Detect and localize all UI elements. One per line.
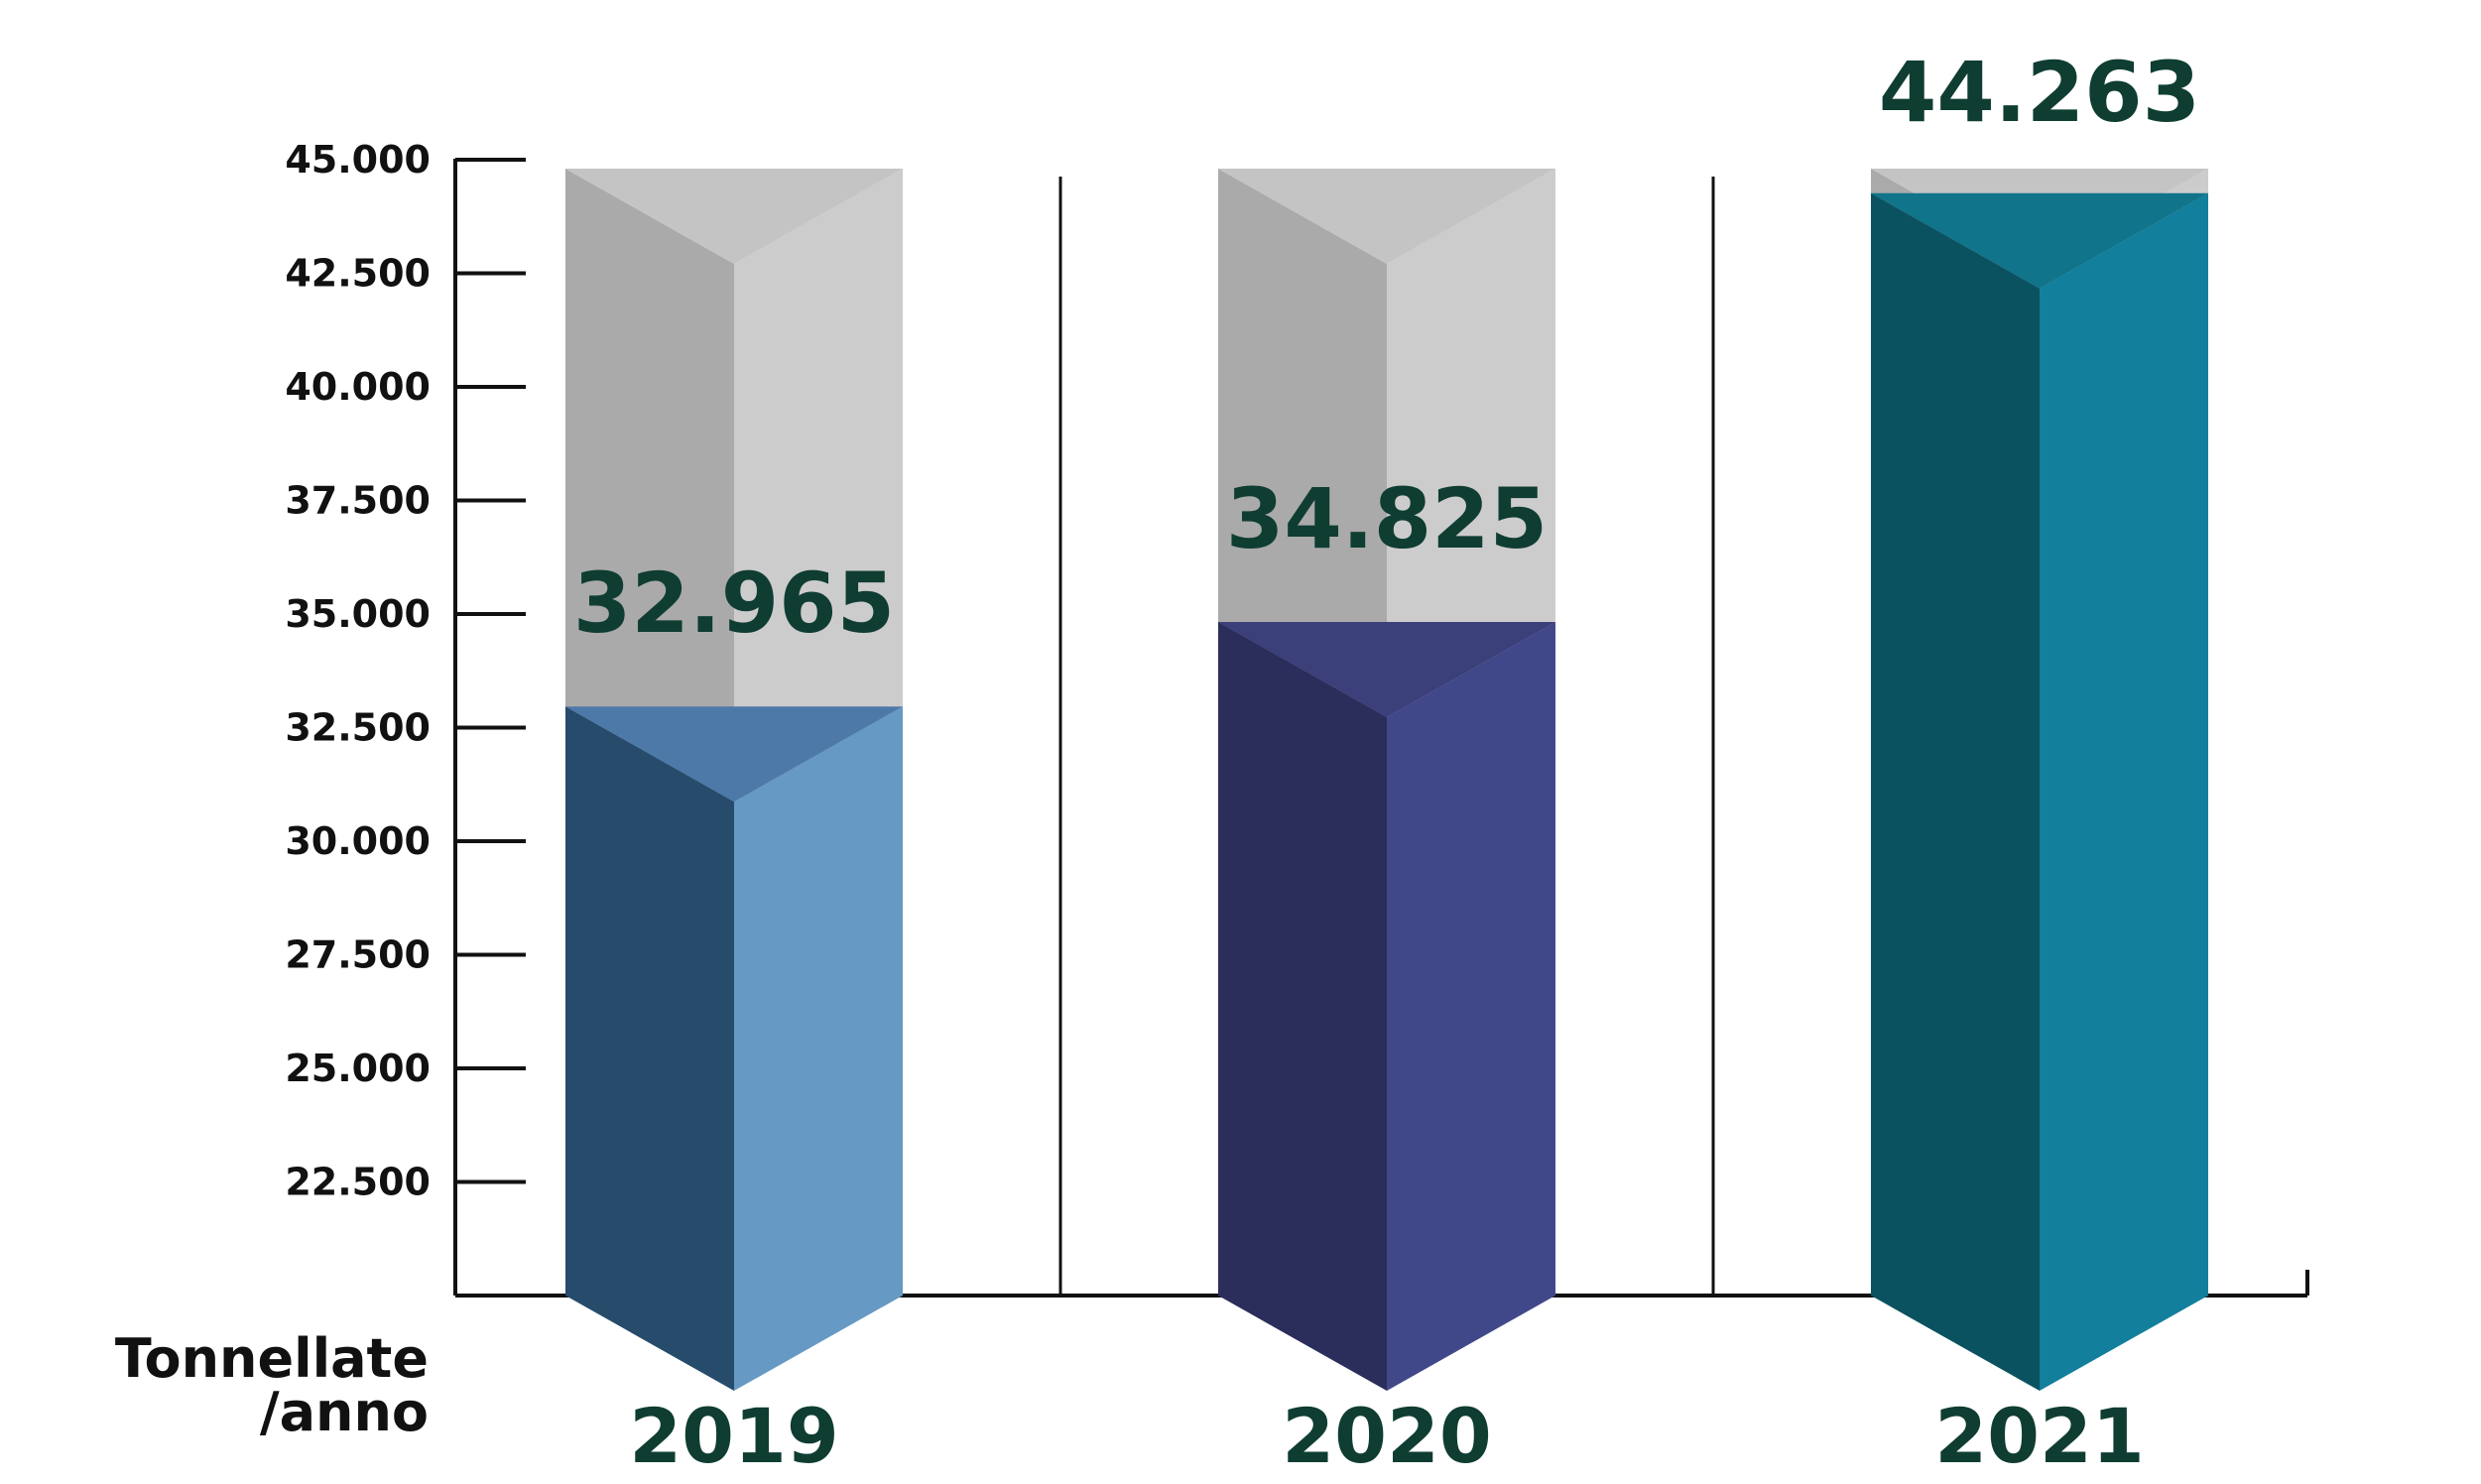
y-tick-label-37.500: 37.500 [285,479,431,523]
bar-right-face-2019 [734,706,903,1391]
bar-group-2021 [1871,169,2208,1391]
bar-top-face-2020 [1218,622,1555,718]
bar-right-face-2021 [2040,192,2208,1391]
bar-right-face-2020 [1387,622,1555,1391]
y-tick-label-42.500: 42.500 [285,252,431,296]
bars-layer [565,169,2208,1391]
bar-empty-top-face-2020 [1218,169,1555,264]
x-tick-label-2020: 2020 [1282,1392,1492,1480]
bar-top-face-2021 [1871,192,2208,289]
y-axis-unit-label-line-2: /anno [260,1381,429,1443]
bar-left-face-2019 [565,706,734,1391]
y-tick-label-45.000: 45.000 [285,138,431,182]
y-tick-label-35.000: 35.000 [285,592,431,636]
y-axis-unit-label-line-1: Tonnellate [115,1327,429,1390]
bar-group-2019 [565,169,903,1391]
y-tick-label-30.000: 30.000 [285,819,431,863]
bar-group-2020 [1218,169,1555,1391]
labels-layer: 32.965 2019 34.825 2020 44.263 2021 [573,44,2200,1480]
bar-empty-top-face-2019 [565,169,903,264]
axis-layer: 22.500 25.000 27.500 30.000 32.500 35.000 37.5… [285,138,2309,1298]
bar-value-label-2021: 44.263 [1879,44,2200,141]
bar-left-face-2020 [1218,622,1387,1391]
y-tick-label-40.000: 40.000 [285,365,431,409]
y-tick-label-32.500: 32.500 [285,706,431,750]
y-tick-label-25.000: 25.000 [285,1047,431,1090]
y-tick-label-22.500: 22.500 [285,1161,431,1204]
x-tick-label-2019: 2019 [629,1392,839,1480]
x-tick-label-2021: 2021 [1934,1392,2145,1480]
bar-top-face-2019 [565,706,903,803]
bar-value-label-2020: 34.825 [1226,470,1548,567]
bar-left-face-2021 [1871,192,2040,1391]
bar-value-label-2019: 32.965 [573,555,895,652]
y-tick-label-27.500: 27.500 [285,933,431,977]
